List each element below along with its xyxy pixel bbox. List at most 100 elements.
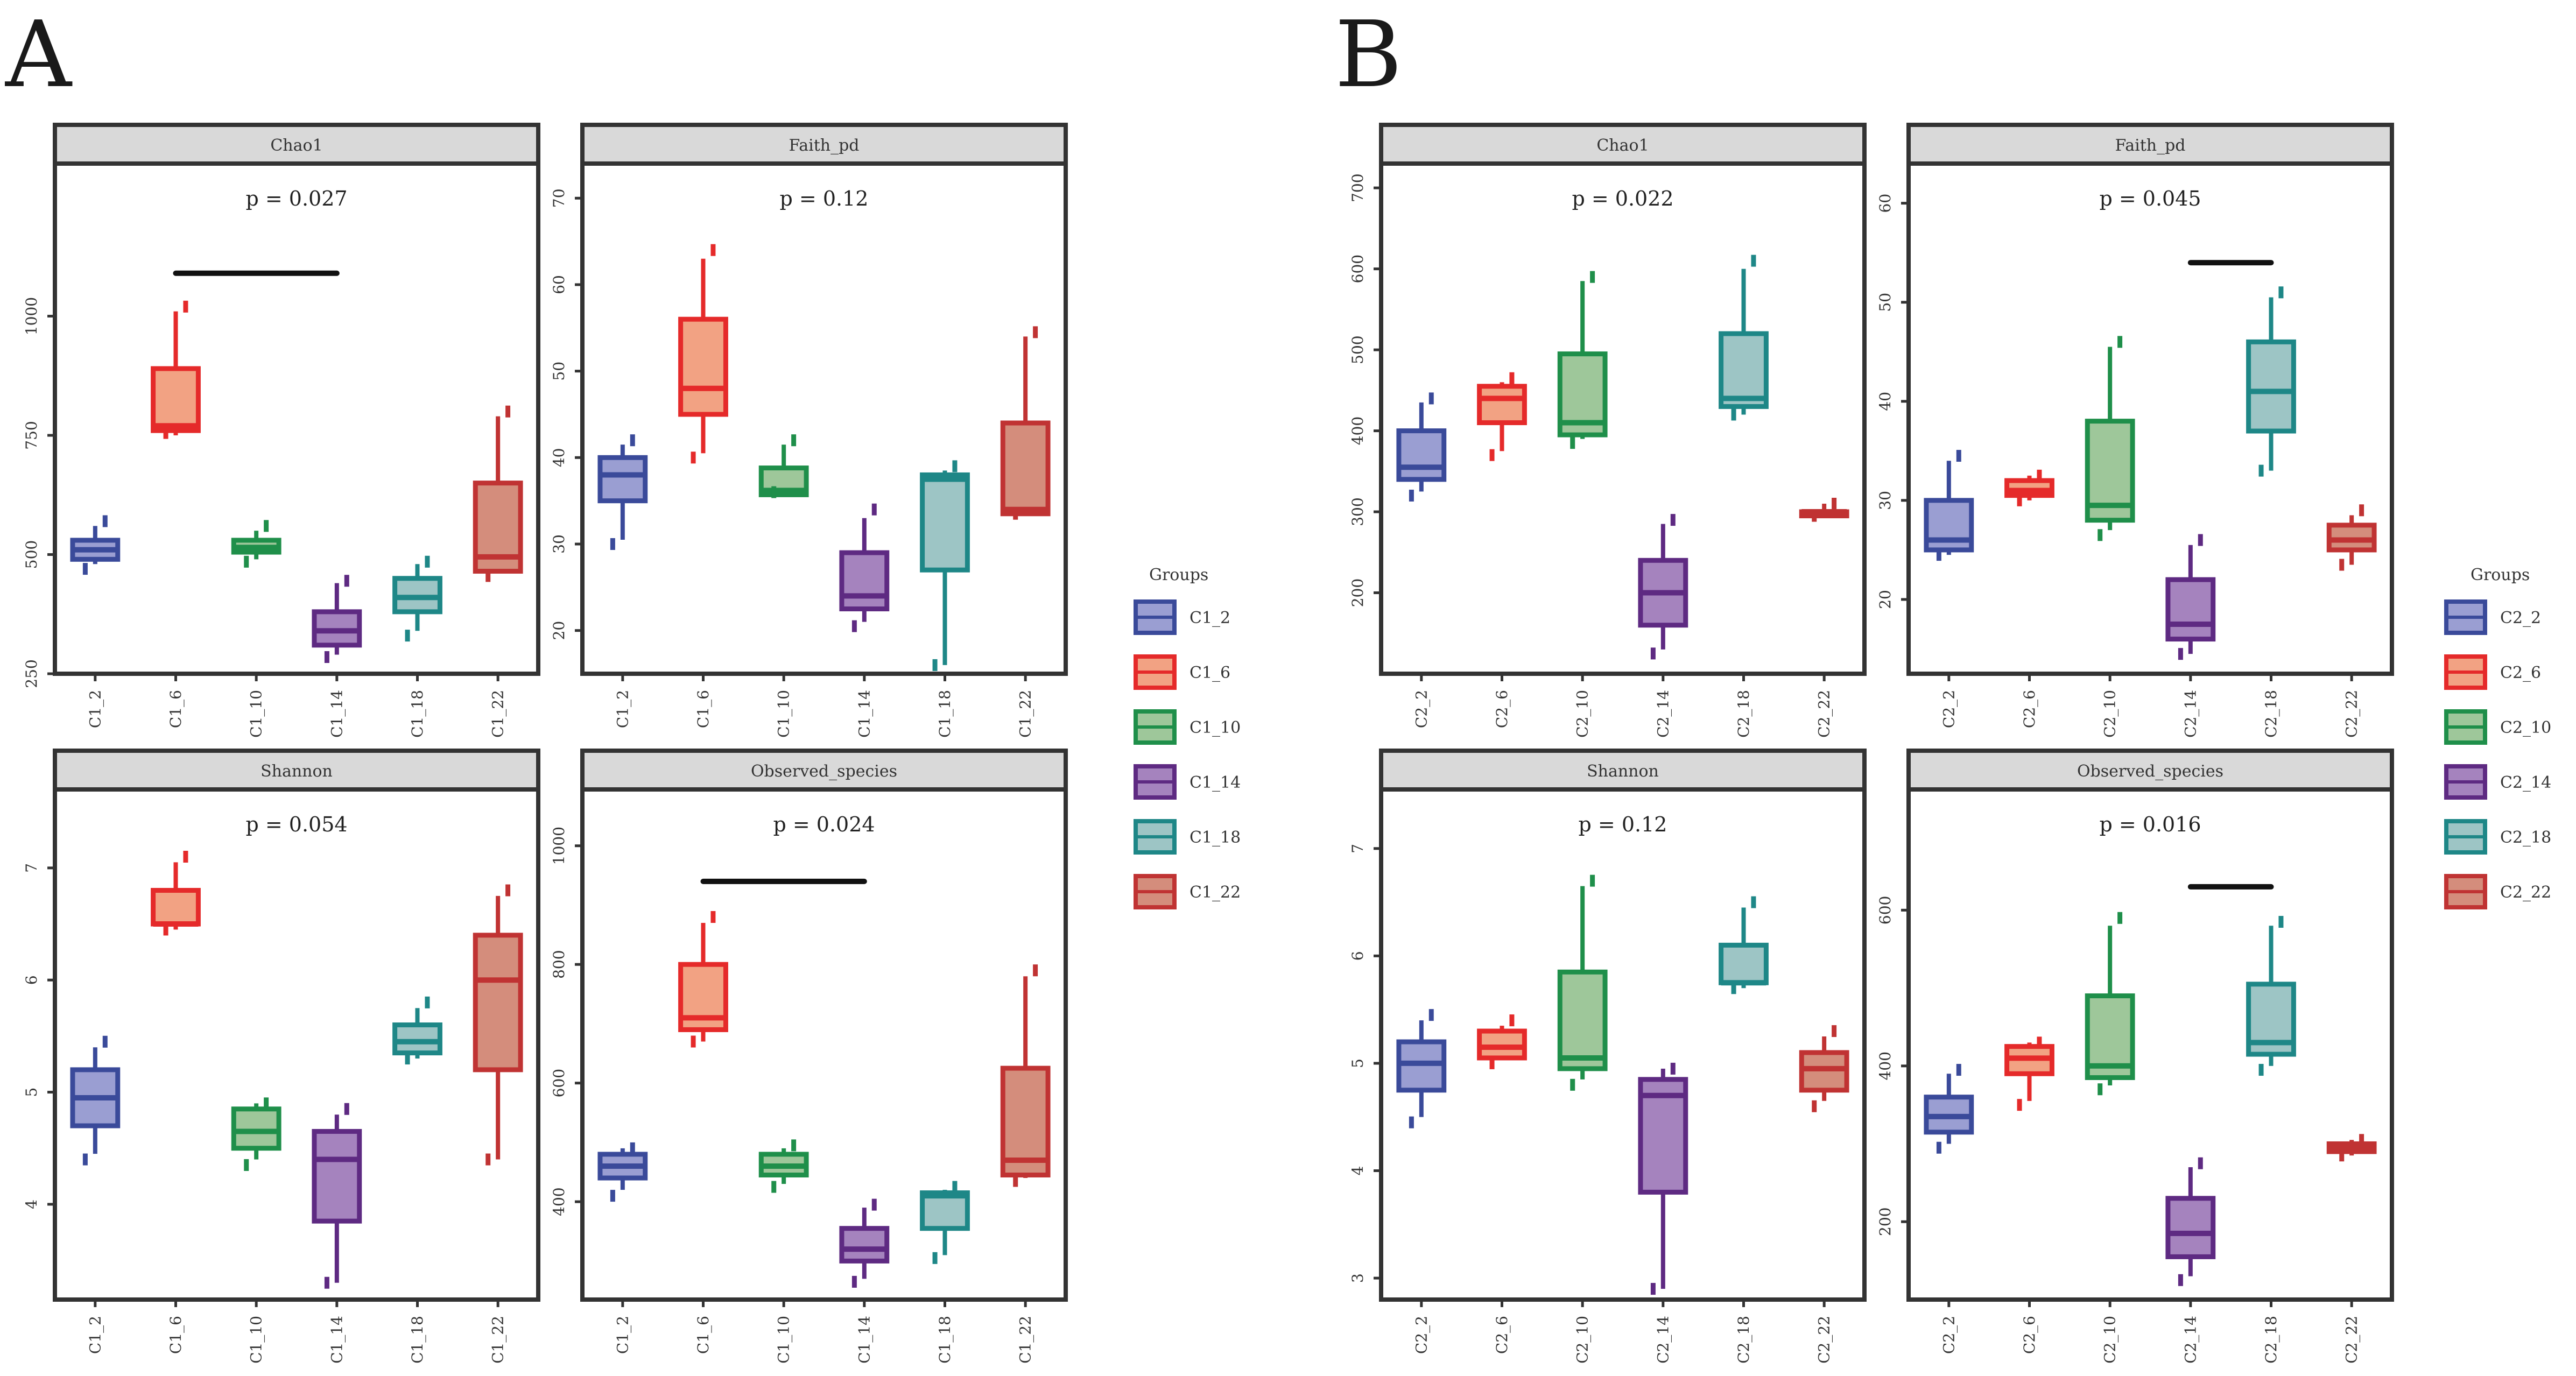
legend-label: C1_22 (1190, 883, 1241, 902)
y-tick-label: 5 (1349, 1059, 1367, 1068)
plot-frame (53, 161, 540, 676)
box-c1-14 (839, 1198, 890, 1288)
legend-key-c1-10: C1_10 (1134, 709, 1241, 745)
legend-key-c1-2: C1_2 (1134, 599, 1230, 635)
facet-title: Shannon (1587, 762, 1659, 781)
x-tick-label: C2_22 (1815, 1316, 1833, 1364)
y-tick-label: 5 (23, 1088, 40, 1097)
x-tick-label: C2_18 (1735, 1316, 1752, 1364)
x-tick-label: C2_6 (1493, 690, 1511, 728)
y-tick-label: 1000 (23, 297, 40, 335)
y-tick-label: 70 (550, 188, 568, 208)
legend-label: C2_14 (2500, 773, 2551, 792)
x-tick-label: C2_2 (1940, 690, 1958, 728)
box-iqr (839, 1226, 890, 1264)
y-tick-label: 4 (23, 1199, 40, 1209)
y-tick-label: 400 (550, 1187, 568, 1216)
y-tick-label: 1000 (550, 827, 568, 865)
x-tick-label: C2_6 (2021, 690, 2038, 728)
box-iqr (678, 316, 728, 417)
p-value-label: p = 0.016 (2099, 813, 2201, 836)
box-iqr (1000, 420, 1051, 517)
box-c1-14 (312, 575, 362, 663)
legend-key-c1-14: C1_14 (1134, 764, 1241, 800)
x-tick-label: C1_14 (855, 1316, 873, 1364)
x-tick-label: C1_14 (855, 690, 873, 738)
p-value-label: p = 0.024 (773, 813, 875, 836)
legend-label: C1_6 (1190, 664, 1230, 682)
x-tick-label: C2_6 (2021, 1316, 2038, 1354)
box-c2-22 (2326, 504, 2377, 571)
plot-frame (1906, 161, 2394, 676)
y-tick-label: 600 (550, 1069, 568, 1097)
box-c2-22 (2326, 1134, 2377, 1162)
box-iqr (2246, 339, 2296, 434)
box-iqr (151, 888, 201, 927)
box-c2-14 (2165, 534, 2216, 660)
box-iqr (2165, 577, 2216, 642)
y-tick-label: 60 (1876, 194, 1894, 213)
plot-frame (580, 161, 1068, 676)
plot-frame (1379, 787, 1867, 1302)
legend-key-c2-22: C2_22 (2444, 874, 2551, 909)
box-c1-2 (597, 434, 648, 550)
box-c1-6 (678, 911, 728, 1048)
x-tick-label: C2_18 (1735, 690, 1752, 738)
x-tick-label: C1_6 (694, 690, 712, 728)
plot-frame (1379, 161, 1867, 676)
legend-label: C2_6 (2500, 664, 2541, 682)
y-tick-label: 50 (550, 362, 568, 381)
y-tick-label: 700 (1349, 173, 1367, 202)
x-tick-label: C1_2 (86, 1316, 104, 1354)
box-c1-14 (312, 1103, 362, 1289)
x-tick-label: C2_14 (2181, 690, 2199, 738)
box-c2-10 (1557, 874, 1608, 1091)
p-value-label: p = 0.12 (1579, 813, 1667, 836)
y-tick-label: 7 (23, 863, 40, 873)
x-tick-label: C2_22 (1815, 690, 1833, 738)
legend-label: C2_18 (2500, 828, 2551, 847)
p-value-label: p = 0.045 (2099, 187, 2201, 210)
x-tick-label: C1_14 (328, 1316, 346, 1364)
box-iqr (1719, 942, 1769, 985)
y-tick-label: 40 (550, 448, 568, 467)
y-tick-label: 300 (1349, 497, 1367, 526)
y-tick-label: 7 (1349, 844, 1367, 853)
p-value-label: p = 0.12 (780, 187, 869, 210)
box-iqr (597, 455, 648, 504)
x-tick-label: C1_22 (489, 1316, 507, 1364)
facet-title: Observed_species (751, 762, 897, 781)
x-tick-label: C2_14 (1654, 690, 1672, 738)
x-tick-label: C1_22 (1017, 1316, 1034, 1364)
box-c1-10 (758, 1139, 809, 1193)
facet-title: Chao1 (1596, 136, 1649, 155)
plot-frame (580, 787, 1068, 1302)
legend-label: C1_10 (1190, 718, 1241, 737)
facet-b-faith-pd: Faith_pdp = 0.045 20 30 40 50 60 C2_2 C2_6 C2_10… (1876, 123, 2394, 738)
x-tick-label: C1_2 (86, 690, 104, 728)
facet-strip (53, 749, 540, 792)
box-iqr (312, 1128, 362, 1224)
x-tick-label: C2_10 (1574, 1316, 1592, 1364)
y-tick-label: 200 (1349, 578, 1367, 607)
y-tick-label: 800 (550, 950, 568, 978)
x-tick-label: C1_6 (167, 690, 185, 728)
box-c2-6 (1477, 372, 1527, 461)
x-tick-label: C2_10 (1574, 690, 1592, 738)
box-c1-10 (231, 1097, 281, 1171)
box-c1-22 (473, 884, 523, 1166)
plot-frame (53, 787, 540, 1302)
box-c1-18 (920, 1181, 970, 1264)
box-c1-18 (392, 555, 442, 642)
box-c2-2 (1396, 1009, 1447, 1128)
x-tick-label: C1_10 (248, 1316, 265, 1364)
box-c1-6 (678, 244, 728, 464)
facet-a-faith-pd: Faith_pdp = 0.12 20 30 40 50 60 70 C1_2 C1_6 C1_1… (550, 123, 1068, 738)
facet-strip (580, 123, 1068, 166)
facet-strip (580, 749, 1068, 792)
x-tick-label: C2_18 (2262, 1316, 2280, 1364)
x-tick-label: C1_18 (409, 1316, 426, 1364)
x-tick-label: C2_22 (2343, 1316, 2361, 1364)
